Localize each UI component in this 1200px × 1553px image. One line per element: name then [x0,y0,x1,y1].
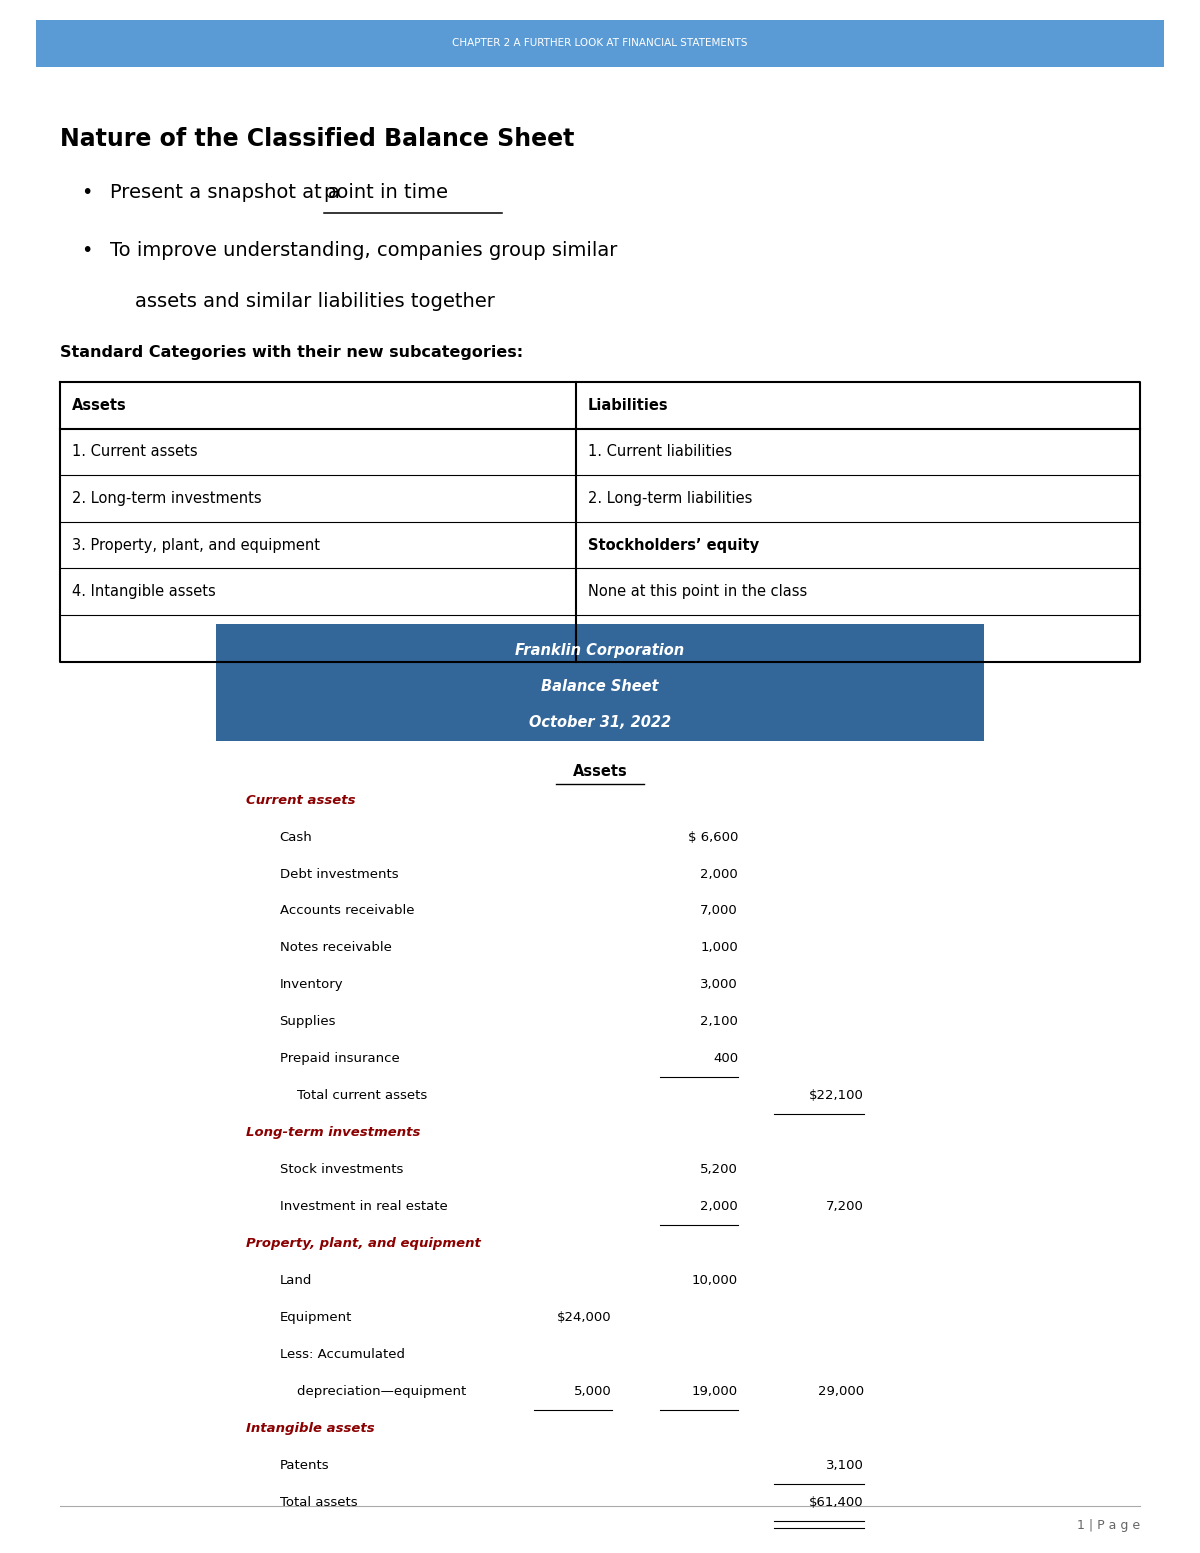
Text: Investment in real estate: Investment in real estate [280,1200,448,1213]
Text: •: • [82,183,92,202]
Text: $24,000: $24,000 [557,1311,612,1325]
Text: Less: Accumulated: Less: Accumulated [280,1348,404,1360]
Text: To improve understanding, companies group similar: To improve understanding, companies grou… [110,241,618,259]
Text: Current assets: Current assets [246,794,355,806]
Text: 19,000: 19,000 [692,1385,738,1398]
Text: 5,000: 5,000 [575,1385,612,1398]
FancyBboxPatch shape [36,20,1164,67]
Text: 2. Long-term liabilities: 2. Long-term liabilities [588,491,752,506]
Text: Prepaid insurance: Prepaid insurance [280,1053,400,1065]
Text: None at this point in the class: None at this point in the class [588,584,808,599]
Text: •: • [82,241,92,259]
Text: 7,200: 7,200 [826,1200,864,1213]
Text: 7,000: 7,000 [701,904,738,918]
Text: 1 | P a g e: 1 | P a g e [1076,1519,1140,1531]
Text: Present a snapshot at a: Present a snapshot at a [110,183,347,202]
Text: $61,400: $61,400 [809,1496,864,1510]
Text: Property, plant, and equipment: Property, plant, and equipment [246,1238,481,1250]
Text: Inventory: Inventory [280,978,343,991]
Text: 10,000: 10,000 [692,1273,738,1287]
Text: Supplies: Supplies [280,1016,336,1028]
Text: Liabilities: Liabilities [588,398,668,413]
Text: assets and similar liabilities together: assets and similar liabilities together [110,292,496,311]
Text: 1,000: 1,000 [701,941,738,955]
Text: Total current assets: Total current assets [280,1089,427,1103]
Text: Nature of the Classified Balance Sheet: Nature of the Classified Balance Sheet [60,127,575,151]
Text: 400: 400 [713,1053,738,1065]
Text: 4. Intangible assets: 4. Intangible assets [72,584,216,599]
Text: Stock investments: Stock investments [280,1163,403,1176]
Text: Long-term investments: Long-term investments [246,1126,420,1140]
Text: Accounts receivable: Accounts receivable [280,904,414,918]
Text: 29,000: 29,000 [818,1385,864,1398]
Text: Balance Sheet: Balance Sheet [541,679,659,694]
Text: 2,000: 2,000 [701,1200,738,1213]
Text: depreciation—equipment: depreciation—equipment [280,1385,466,1398]
Text: 2. Long-term investments: 2. Long-term investments [72,491,262,506]
Text: 5,200: 5,200 [700,1163,738,1176]
Text: Assets: Assets [72,398,127,413]
Text: 2,000: 2,000 [701,868,738,881]
Text: Land: Land [280,1273,312,1287]
Text: 3. Property, plant, and equipment: 3. Property, plant, and equipment [72,537,320,553]
Text: 1. Current assets: 1. Current assets [72,444,198,460]
Text: Standard Categories with their new subcategories:: Standard Categories with their new subca… [60,345,523,360]
Text: Notes receivable: Notes receivable [280,941,391,955]
Text: 1. Current liabilities: 1. Current liabilities [588,444,732,460]
Text: Assets: Assets [572,764,628,780]
Text: 3,100: 3,100 [826,1458,864,1472]
Text: Equipment: Equipment [280,1311,352,1325]
Text: Intangible assets: Intangible assets [246,1423,374,1435]
Text: CHAPTER 2 A FURTHER LOOK AT FINANCIAL STATEMENTS: CHAPTER 2 A FURTHER LOOK AT FINANCIAL ST… [452,39,748,48]
FancyBboxPatch shape [216,624,984,741]
Text: Franklin Corporation: Franklin Corporation [516,643,684,658]
Text: $22,100: $22,100 [809,1089,864,1103]
Text: Total assets: Total assets [280,1496,358,1510]
Text: October 31, 2022: October 31, 2022 [529,714,671,730]
Text: Debt investments: Debt investments [280,868,398,881]
Text: 3,000: 3,000 [701,978,738,991]
Text: 2,100: 2,100 [700,1016,738,1028]
Text: Stockholders’ equity: Stockholders’ equity [588,537,760,553]
Text: Patents: Patents [280,1458,329,1472]
Text: $ 6,600: $ 6,600 [688,831,738,843]
Text: point in time: point in time [324,183,448,202]
Text: Cash: Cash [280,831,312,843]
